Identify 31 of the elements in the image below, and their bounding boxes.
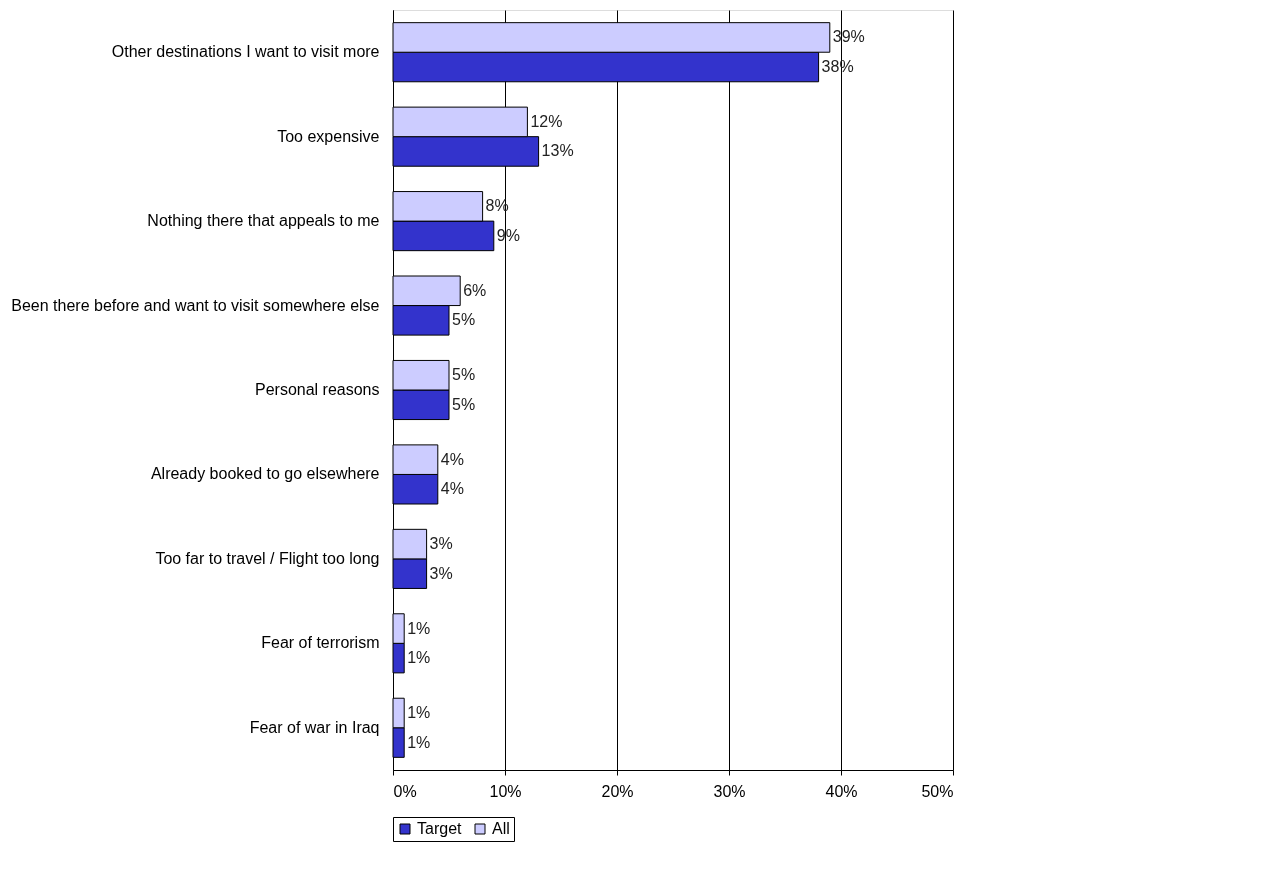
data-label: 5% [452,311,476,329]
y-tick-label: Personal reasons [254,381,380,398]
data-label: 3% [429,535,453,553]
y-tick-label: Fear of war in Iraq [249,718,380,736]
data-label: 6% [463,281,487,299]
data-label: 1% [407,733,431,751]
data-label: 5% [452,366,476,384]
x-tick-label: 40% [825,782,858,800]
x-tick-label: 50% [921,782,954,800]
legend-label: Target [417,820,463,837]
data-label: 12% [530,112,563,130]
data-label: 4% [440,480,464,498]
y-tick-label: Fear of terrorism [261,634,380,652]
legend-label: All [492,820,510,837]
data-label: 1% [407,619,431,637]
data-label: 1% [407,649,431,667]
x-tick-label: 10% [489,782,522,800]
data-label: 3% [429,564,453,582]
x-tick-label: 20% [601,782,634,800]
y-tick-label: Too far to travel / Flight too long [155,549,380,567]
y-tick-label: Other destinations I want to visit more [111,43,380,61]
y-tick-label: Too expensive [277,127,380,145]
data-label: 5% [452,395,476,413]
y-tick-label: Already booked to go elsewhere [150,465,380,483]
y-tick-label: Been there before and want to visit somewhere else [11,296,380,314]
data-label: 4% [440,450,464,468]
x-tick-label: 0% [393,782,417,800]
data-label: 13% [541,142,574,160]
x-tick-label: 30% [713,782,746,800]
data-label: 1% [407,704,431,721]
y-tick-label: Nothing there that appeals to me [147,212,380,230]
